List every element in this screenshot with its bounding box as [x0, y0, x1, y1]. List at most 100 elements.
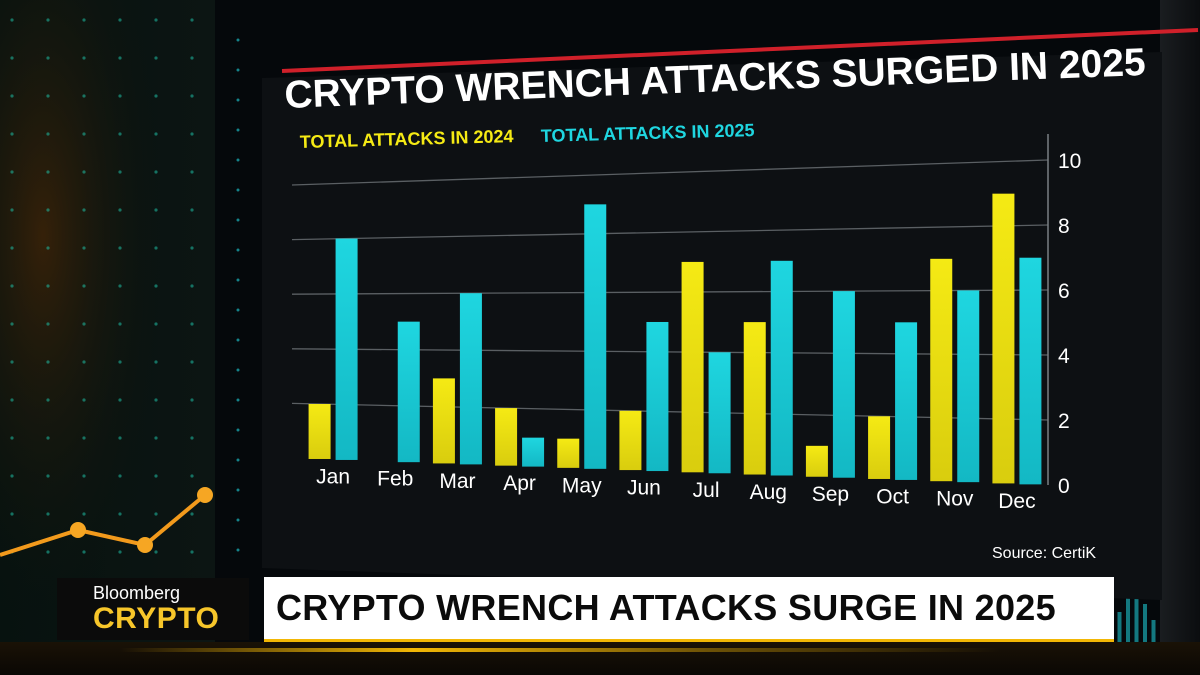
dot [82, 208, 86, 212]
dot [118, 246, 122, 250]
x-tick-label: Jul [693, 479, 720, 502]
dot [236, 68, 240, 72]
dot [190, 550, 194, 554]
dot [154, 246, 158, 250]
bar-2024-mar [432, 378, 455, 464]
bar-2025-sep [832, 291, 855, 478]
gridline [291, 159, 1049, 186]
trend-line-graphic [0, 493, 207, 557]
trend-point [197, 487, 213, 503]
dot [46, 474, 50, 478]
dot [154, 132, 158, 136]
dot [236, 548, 240, 552]
bar-2024-jun [619, 410, 642, 471]
dot [118, 132, 122, 136]
dot [190, 132, 194, 136]
x-tick-label: Jun [627, 477, 661, 500]
title-accent-line [281, 28, 1199, 73]
x-tick-label: Nov [936, 488, 974, 511]
bar-2024-nov [930, 258, 953, 482]
brand-box: Bloomberg CRYPTO [57, 578, 249, 640]
x-tick-label: Feb [377, 468, 413, 491]
dot [154, 94, 158, 98]
bar-2024-may [557, 438, 580, 468]
bar-2025-may [584, 204, 607, 469]
y-tick-label: 10 [1058, 150, 1081, 173]
dot [190, 170, 194, 174]
dot [118, 18, 122, 22]
lower-third-glow [120, 648, 1000, 652]
dot [10, 246, 14, 250]
eq-bar [1134, 588, 1139, 660]
dot [46, 360, 50, 364]
dot [236, 278, 240, 282]
bar-2024-apr [495, 408, 518, 466]
dot [236, 428, 240, 432]
dot [236, 188, 240, 192]
dot [46, 208, 50, 212]
dot [236, 368, 240, 372]
dot [118, 284, 122, 288]
dot [82, 322, 86, 326]
dot [190, 208, 194, 212]
x-tick-label: Mar [439, 470, 475, 493]
x-tick-label: Dec [998, 490, 1035, 513]
bar-2024-oct [868, 416, 891, 479]
dot [154, 512, 158, 516]
dot [82, 360, 86, 364]
dot [236, 488, 240, 492]
dot [118, 170, 122, 174]
dot [154, 398, 158, 402]
dot [190, 94, 194, 98]
dot [118, 94, 122, 98]
eq-bar [1117, 612, 1122, 660]
dot [190, 18, 194, 22]
dot [82, 56, 86, 60]
dot [46, 550, 50, 554]
dot [118, 436, 122, 440]
y-tick-label: 4 [1058, 345, 1070, 368]
eq-bar [1126, 570, 1130, 660]
dot [82, 94, 86, 98]
dot [82, 436, 86, 440]
dot [10, 512, 14, 516]
bar-2025-jan [335, 238, 358, 460]
dot [236, 338, 240, 342]
y-tick-label: 8 [1058, 215, 1070, 238]
dot [46, 284, 50, 288]
dot [190, 398, 194, 402]
dot [10, 322, 14, 326]
y-tick-label: 6 [1058, 280, 1070, 303]
dot [82, 170, 86, 174]
dot [154, 170, 158, 174]
x-tick-label: Sep [812, 483, 849, 506]
dot [46, 132, 50, 136]
dot [10, 474, 14, 478]
bar-2024-jul [681, 261, 704, 473]
dot [154, 284, 158, 288]
dot [82, 550, 86, 554]
dot [236, 458, 240, 462]
dot [154, 322, 158, 326]
dot [236, 248, 240, 252]
dot [190, 512, 194, 516]
dot [118, 208, 122, 212]
dot [10, 132, 14, 136]
trend-point [70, 522, 86, 538]
bar-2025-feb [397, 321, 420, 463]
dot [118, 512, 122, 516]
dot [236, 158, 240, 162]
dot [82, 512, 86, 516]
dot [46, 246, 50, 250]
dot [190, 436, 194, 440]
bar-2024-dec [992, 193, 1015, 484]
dot [82, 398, 86, 402]
dot [82, 474, 86, 478]
dot [46, 18, 50, 22]
bar-2025-apr [522, 437, 545, 467]
dot [10, 436, 14, 440]
lower-third-strip [0, 642, 1200, 675]
headline-text: CRYPTO WRENCH ATTACKS SURGE IN 2025 [276, 587, 1056, 628]
bar-2025-dec [1019, 257, 1042, 485]
dot [236, 518, 240, 522]
